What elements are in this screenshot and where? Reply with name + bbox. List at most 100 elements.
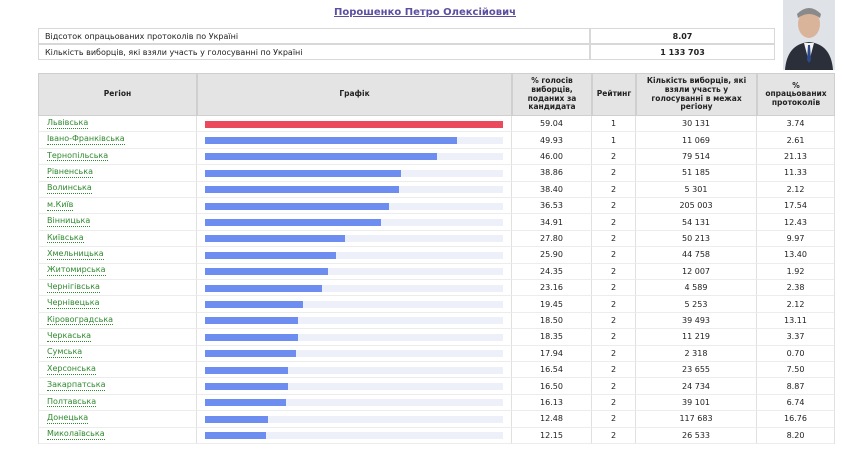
region-link[interactable]: Закарпатська [47, 380, 106, 391]
table-cell: Херсонська [38, 362, 197, 379]
cell-value: 59.04 [540, 119, 563, 129]
column-header: Регіон [38, 73, 197, 116]
region-link[interactable]: Донецька [47, 412, 89, 424]
table-cell: 0.70 [757, 345, 835, 362]
column-header: Кількість виборців, які взяли участь у г… [636, 73, 757, 116]
table-cell [197, 214, 512, 231]
cell-value: 46.00 [540, 151, 563, 161]
table-cell: 49.93 [512, 132, 592, 149]
table-cell: 11 219 [636, 329, 757, 346]
summary-value-text: 8.07 [672, 31, 693, 41]
table-cell: 2 [592, 263, 636, 280]
region-link[interactable]: Миколаївська [47, 429, 105, 441]
column-header: Графік [197, 73, 512, 116]
bar [205, 399, 287, 407]
table-cell: 18.35 [512, 329, 592, 346]
table-cell: 2 [592, 280, 636, 297]
region-link[interactable]: Львівська [47, 117, 89, 129]
table-cell [197, 378, 512, 395]
column-header-text: Графік [339, 89, 370, 99]
region-link[interactable]: Волинська [47, 183, 92, 195]
table-cell: 44 758 [636, 247, 757, 264]
cell-value: 2 [610, 233, 617, 243]
table-cell: 6.74 [757, 394, 835, 412]
column-header: % голосів виборців, поданих за кандидата [512, 73, 592, 116]
column-header-text: Регіон [103, 89, 132, 99]
cell-value: 24 734 [682, 381, 710, 391]
bar-track [205, 235, 503, 243]
table-cell: Чернігівська [38, 280, 197, 297]
region-link[interactable]: Херсонська [47, 363, 96, 375]
candidate-name[interactable]: Порошенко Петро Олексійович [333, 7, 516, 18]
table-cell: Донецька [38, 411, 197, 428]
bar-track [205, 415, 503, 423]
cell-value: 17.54 [784, 201, 807, 211]
cell-value: 2.38 [786, 283, 805, 293]
cell-value: 11.33 [784, 168, 807, 178]
bar [205, 202, 390, 210]
cell-value: 36.53 [540, 201, 563, 211]
cell-value: 24.35 [540, 266, 563, 276]
region-link[interactable]: Київська [47, 232, 84, 244]
cell-value: 23 655 [682, 365, 710, 375]
bar [205, 350, 296, 358]
table-cell: 38.86 [512, 165, 592, 182]
cell-value: 2 [610, 250, 617, 260]
cell-value: 13.40 [784, 250, 807, 260]
region-link[interactable]: Сумська [47, 347, 83, 359]
summary-label: Відсоток опрацьованих протоколів по Укра… [38, 28, 590, 44]
region-link[interactable]: м.Київ [47, 199, 74, 211]
table-cell: 16.50 [512, 378, 592, 395]
table-cell: 12.43 [757, 214, 835, 231]
bar [205, 432, 267, 440]
cell-value: 49.93 [540, 135, 563, 145]
table-cell: 34.91 [512, 214, 592, 231]
table-cell [197, 345, 512, 362]
region-link[interactable]: Івано-Франківська [47, 134, 125, 145]
cell-value: 79 514 [682, 151, 710, 161]
region-link[interactable]: Рівненська [47, 166, 93, 178]
bar [205, 251, 336, 259]
region-link[interactable]: Кіровоградська [47, 314, 114, 326]
column-header-text: % опрацьованих протоколів [765, 80, 827, 107]
table-cell: 1 [592, 132, 636, 149]
cell-value: 12.43 [784, 217, 807, 227]
summary-value-text: 1 133 703 [660, 47, 705, 57]
region-link[interactable]: Вінницька [47, 216, 91, 227]
region-link[interactable]: Черкаська [47, 330, 92, 342]
cell-value: 5 301 [684, 184, 708, 194]
cell-value: 2 [610, 348, 617, 358]
summary-label: Кількість виборців, які взяли участь у г… [38, 44, 590, 60]
table-cell: Львівська [38, 116, 197, 133]
table-cell: 2 [592, 165, 636, 182]
column-header-text: Рейтинг [596, 89, 632, 99]
table-cell: 2.12 [757, 181, 835, 198]
bar-track [205, 333, 503, 341]
table-cell [197, 296, 512, 313]
cell-value: 2.61 [786, 135, 805, 145]
region-link[interactable]: Чернівецька [47, 298, 100, 309]
column-header-text: Кількість виборців, які взяли участь у г… [646, 76, 747, 112]
table-cell: 3.37 [757, 329, 835, 346]
table-cell: 11 069 [636, 132, 757, 149]
table-cell: Житомирська [38, 263, 197, 280]
region-link[interactable]: Чернігівська [47, 281, 100, 293]
table-cell: Чернівецька [38, 296, 197, 313]
table-cell: 2 [592, 362, 636, 379]
region-link[interactable]: Хмельницька [47, 248, 104, 260]
summary-value: 1 133 703 [590, 44, 775, 60]
table-cell: Рівненська [38, 165, 197, 182]
table-cell: 16.13 [512, 394, 592, 412]
cell-value: 23.16 [540, 283, 563, 293]
region-link[interactable]: Тернопільська [47, 150, 109, 162]
cell-value: 19.45 [540, 299, 563, 309]
cell-value: 2 [610, 151, 617, 161]
table-cell [197, 312, 512, 330]
table-cell: 5 253 [636, 296, 757, 313]
table-cell: 2 [592, 296, 636, 313]
region-link[interactable]: Полтавська [47, 396, 97, 408]
cell-value: 1 [610, 119, 617, 129]
cell-value: 11 069 [682, 135, 710, 145]
table-cell [197, 116, 512, 133]
region-link[interactable]: Житомирська [47, 265, 106, 277]
